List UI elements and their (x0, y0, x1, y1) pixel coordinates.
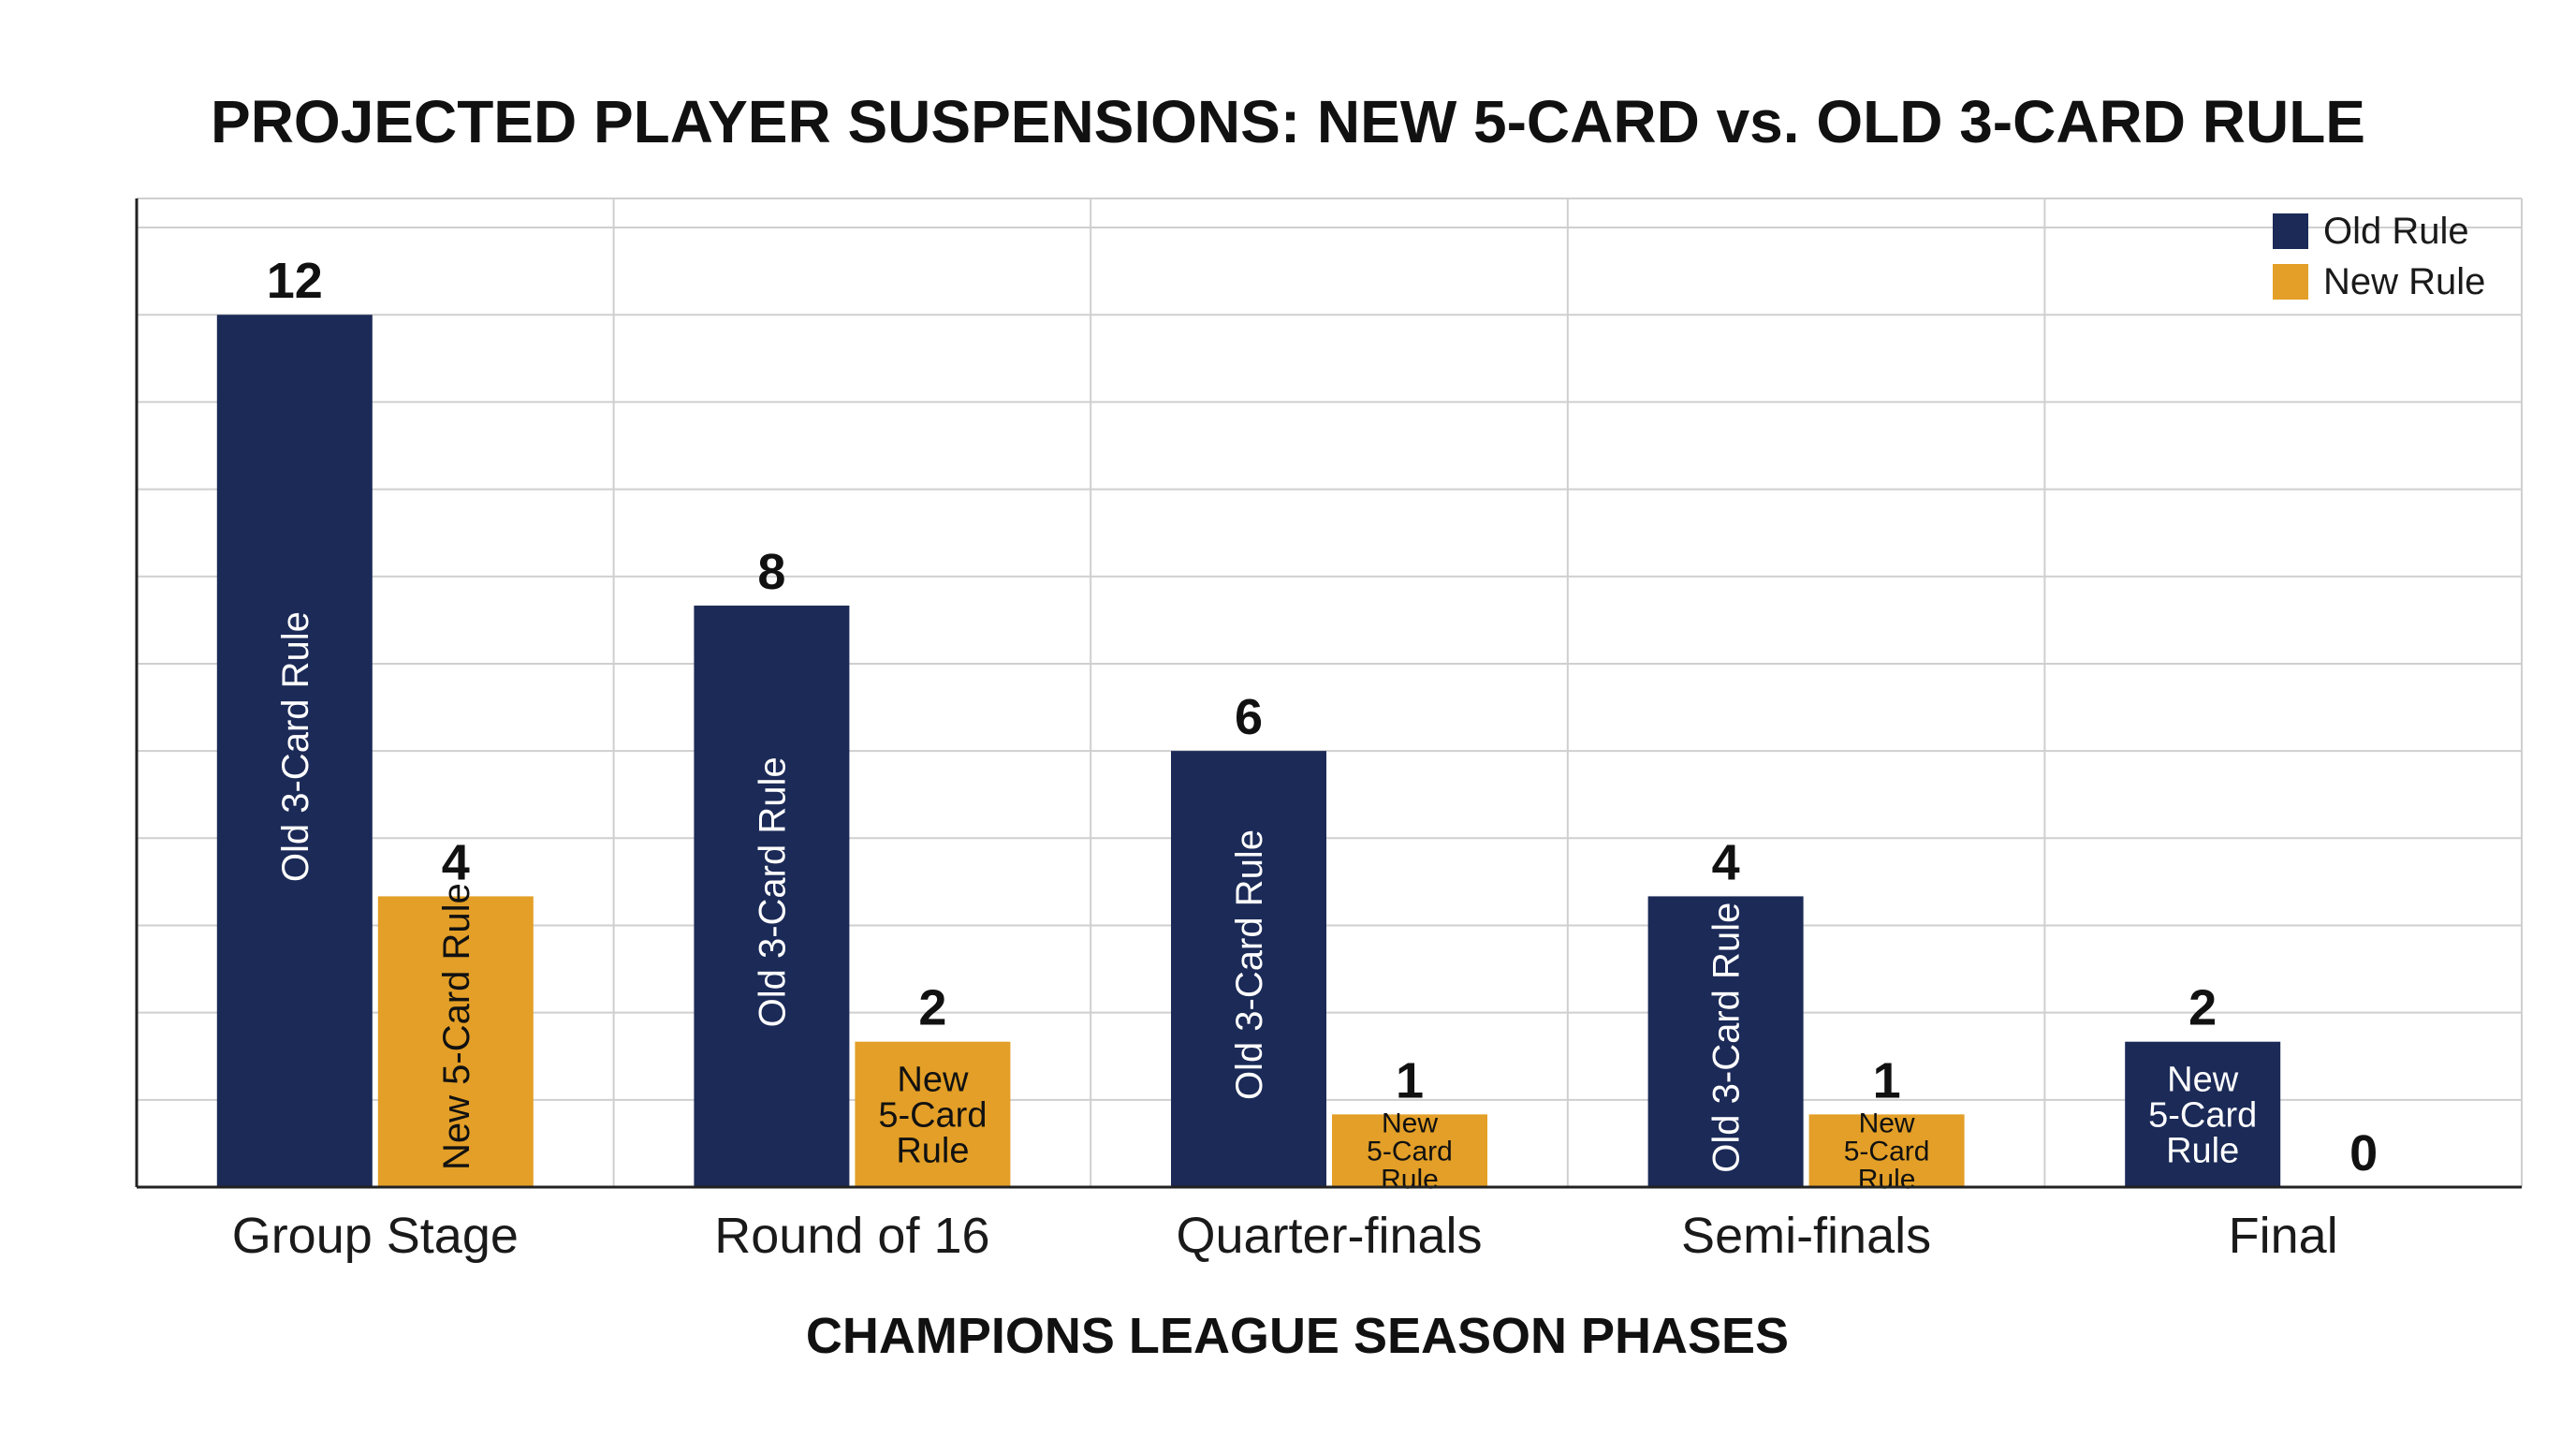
bar-inner-label: Old 3-Card Rule (1706, 902, 1748, 1173)
legend-label: New Rule (2323, 261, 2485, 302)
bar-old-rule (1647, 896, 1804, 1187)
bar-inner-label: Rule (1858, 1165, 1916, 1196)
bar-inner-label: Rule (896, 1132, 969, 1171)
category-label: Quarter-finals (1176, 1208, 1482, 1264)
bar-inner-label: 5-Card (1367, 1137, 1453, 1167)
bar-old-rule (216, 315, 373, 1187)
bar-inner-label: New 5-Card Rule (436, 883, 477, 1170)
bar-inner-label: 5-Card (1844, 1137, 1930, 1167)
axis-layer: Group Stage Round of 16 Quarter-finals Semi… (135, 198, 2522, 1264)
bar-old-rule (694, 605, 850, 1187)
legend-label: Old Rule (2323, 211, 2469, 252)
bar-inner-label: Old 3-Card Rule (1229, 829, 1270, 1100)
value-label: 2 (918, 980, 946, 1036)
chart-title: PROJECTED PLAYER SUSPENSIONS: NEW 5-CARD… (211, 88, 2365, 155)
category-label: Final (2229, 1208, 2338, 1264)
bar-inner-label: 5-Card (878, 1096, 987, 1136)
category-label: Group Stage (232, 1208, 519, 1264)
bar-inner-label: Rule (1381, 1165, 1439, 1196)
bar-inner-label: New (1382, 1108, 1438, 1139)
value-label: 4 (442, 834, 470, 890)
bar-inner-label: Old 3-Card Rule (275, 611, 316, 882)
category-label: Round of 16 (714, 1208, 989, 1264)
bar-new-rule (377, 896, 534, 1187)
bar-inner-label: 5-Card (2148, 1096, 2257, 1136)
bar-inner-label: New (2167, 1061, 2239, 1100)
bar-inner-label: Rule (2166, 1132, 2239, 1171)
bar-old-rule (1171, 751, 1326, 1187)
bar-inner-label: Old 3-Card Rule (752, 756, 793, 1027)
value-label: 0 (2349, 1125, 2378, 1181)
value-label: 6 (1235, 689, 1263, 745)
bar-inner-label: New (897, 1061, 969, 1100)
bar-new-rule (1332, 1114, 1487, 1187)
value-label: 1 (1396, 1052, 1424, 1108)
value-label: 1 (1873, 1052, 1901, 1108)
value-label: 4 (1712, 834, 1740, 890)
bar-inner-label: New (1859, 1108, 1915, 1139)
legend-swatch (2273, 264, 2308, 300)
value-label: 12 (267, 253, 323, 309)
value-label: 2 (2188, 980, 2217, 1036)
grid-layer (137, 198, 2523, 1187)
legend-swatch (2273, 213, 2308, 249)
bar-old-rule (2125, 1041, 2281, 1187)
bar-new-rule (1808, 1114, 1965, 1187)
x-axis-title: CHAMPIONS LEAGUE SEASON PHASES (806, 1308, 1789, 1364)
category-label: Semi-finals (1681, 1208, 1931, 1264)
legend: Old Rule New Rule (2273, 211, 2485, 302)
bar-new-rule (855, 1041, 1011, 1187)
value-label: 8 (757, 544, 785, 600)
